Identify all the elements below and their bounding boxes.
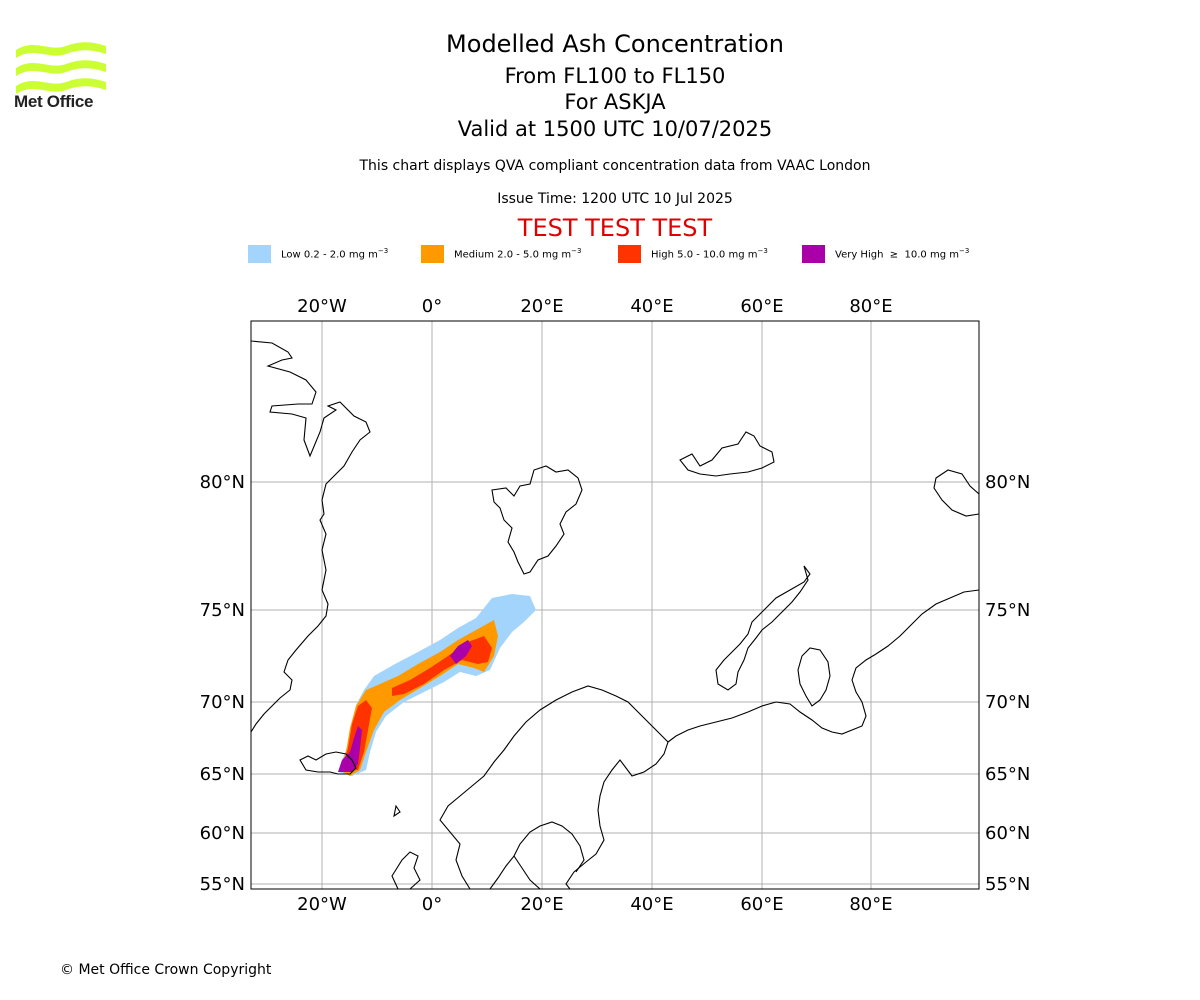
- met-office-logo-waves-icon: [16, 42, 106, 94]
- legend-label-medium: Medium 2.0 - 5.0 mg m−3: [454, 247, 582, 261]
- ash-low-region: [338, 594, 536, 776]
- lon-label-bottom: 20°W: [297, 894, 347, 915]
- test-banner: TEST TEST TEST: [517, 214, 713, 242]
- coastline-severnaya-zemlya: [933, 469, 979, 517]
- valid-time: Valid at 1500 UTC 10/07/2025: [457, 117, 773, 141]
- met-office-logo-text: Met Office: [14, 92, 94, 111]
- map-content: [251, 321, 979, 889]
- lon-label-top: 80°E: [849, 296, 892, 317]
- coastline-iceland: [299, 751, 357, 775]
- lon-label-top: 40°E: [630, 296, 673, 317]
- lon-labels-top: 20°W 0° 20°E 40°E 60°E 80°E: [297, 296, 892, 317]
- lat-label-right: 60°N: [985, 823, 1030, 844]
- lat-label-right: 70°N: [985, 692, 1030, 713]
- flight-level-range: From FL100 to FL150: [504, 64, 726, 88]
- lat-labels-left: 80°N 75°N 70°N 65°N 60°N 55°N: [200, 472, 245, 895]
- lon-label-top: 0°: [422, 296, 442, 317]
- coastline-baltic: [513, 821, 585, 873]
- map-gridlines: [251, 321, 979, 889]
- coastline-yamal: [797, 647, 831, 707]
- ash-plume: [338, 594, 536, 776]
- legend-label-high: High 5.0 - 10.0 mg m−3: [651, 247, 768, 261]
- lon-label-bottom: 0°: [422, 894, 442, 915]
- coastline-uk: [391, 804, 421, 889]
- lon-labels-bottom: 20°W 0° 20°E 40°E 60°E 80°E: [297, 894, 892, 915]
- lon-label-bottom: 80°E: [849, 894, 892, 915]
- lat-label-left: 60°N: [200, 823, 245, 844]
- lat-label-right: 75°N: [985, 600, 1030, 621]
- map-frame: [250, 320, 980, 890]
- coastline-novaya-zemlya: [715, 565, 811, 691]
- legend-label-low: Low 0.2 - 2.0 mg m−3: [281, 247, 389, 261]
- lat-label-right: 80°N: [985, 472, 1030, 493]
- lon-label-bottom: 20°E: [520, 894, 563, 915]
- lon-label-top: 20°E: [520, 296, 563, 317]
- coastline-greenland: [251, 340, 371, 733]
- legend-swatch-medium: [421, 245, 444, 263]
- lon-label-bottom: 60°E: [740, 894, 783, 915]
- lat-label-right: 65°N: [985, 764, 1030, 785]
- lon-label-top: 20°W: [297, 296, 347, 317]
- coastline-scandinavia: [439, 685, 669, 889]
- legend-item-very-high: Very High ≥ 10.0 mg m−3: [802, 244, 969, 264]
- legend-label-very-high: Very High ≥ 10.0 mg m−3: [835, 247, 970, 261]
- issue-time: Issue Time: 1200 UTC 10 Jul 2025: [497, 191, 733, 207]
- lon-label-top: 60°E: [740, 296, 783, 317]
- lat-label-left: 55°N: [200, 874, 245, 895]
- legend-swatch-low: [248, 245, 271, 263]
- coastlines: [251, 340, 979, 889]
- legend-item-high: High 5.0 - 10.0 mg m−3: [618, 244, 768, 264]
- coastline-franz-josef: [679, 431, 775, 477]
- description-text: This chart displays QVA compliant concen…: [359, 158, 871, 174]
- lat-label-left: 70°N: [200, 692, 245, 713]
- coastline-russia-north: [667, 589, 979, 743]
- legend-swatch-very-high: [802, 245, 825, 263]
- legend-item-medium: Medium 2.0 - 5.0 mg m−3: [421, 244, 581, 264]
- legend-swatch-high: [618, 245, 641, 263]
- volcano-name: For ASKJA: [564, 90, 666, 114]
- lat-label-left: 65°N: [200, 764, 245, 785]
- lat-label-left: 80°N: [200, 472, 245, 493]
- chart-title: Modelled Ash Concentration: [446, 30, 784, 58]
- lat-label-right: 55°N: [985, 874, 1030, 895]
- lat-labels-right: 80°N 75°N 70°N 65°N 60°N 55°N: [985, 472, 1030, 895]
- copyright-notice: © Met Office Crown Copyright: [60, 962, 272, 978]
- lon-label-bottom: 40°E: [630, 894, 673, 915]
- lat-label-left: 75°N: [200, 600, 245, 621]
- legend-item-low: Low 0.2 - 2.0 mg m−3: [248, 244, 388, 264]
- coastline-svalbard: [491, 465, 583, 575]
